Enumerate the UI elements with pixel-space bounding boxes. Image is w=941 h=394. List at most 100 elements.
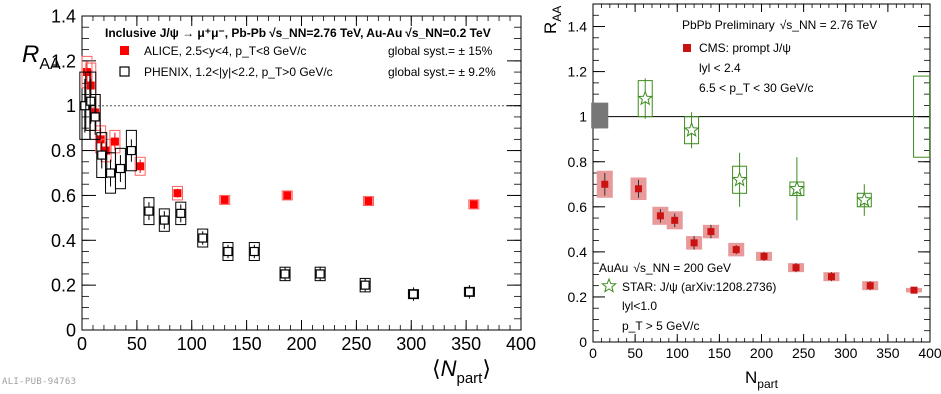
right-x-tick-label: 100 [666,345,690,361]
legend-phenix-label: PHENIX, 1.2<|y|<2.2, p_T>0 GeV/c [144,65,333,79]
right-y-tick-label: 0.4 [568,244,588,260]
left-y-tick-label: 0.8 [51,141,76,161]
right-y-axis-label: RAA [541,6,564,34]
right-y-tick-label: 1.2 [568,64,588,80]
right-ylabel-sub: AA [550,6,564,22]
right-data-point [690,239,698,247]
right-data-point [792,264,800,272]
left-syst-box [248,242,260,261]
left-syst-box [281,190,293,201]
right-y-tick-label: 1.4 [568,19,588,35]
right-x-axis-label: Npart [745,368,779,391]
left-data-point [144,206,154,216]
left-panel: 0 50 100 150 200 250 300 350 400 0 0.2 0.4 0.6 0.8 1 1.… [22,6,536,387]
left-data-point [105,168,116,178]
left-plot-frame [81,15,522,331]
left-syst-box [143,197,155,226]
left-syst-box [171,185,183,201]
left-y-tick-label: 1.4 [51,6,76,26]
legend-alice-label: ALICE, 2.5<y<4, p_T<8 GeV/c [144,44,306,58]
legend-star-marker [601,277,617,293]
legend-cms-label: CMS: prompt J/ψ [699,41,791,55]
left-data-point [464,287,475,297]
star-title: AuAu √s_NN = 200 GeV [599,261,731,275]
left-x-tick-label: 0 [77,334,87,354]
star-pt-range: p_T > 5 GeV/c [622,319,700,333]
left-data-point [364,197,373,206]
right-y-tick-label: 0.8 [568,154,588,170]
right-data-point [656,212,664,220]
left-data-point [110,137,119,146]
left-data-point [220,195,229,204]
legend-star-label: STAR: J/ψ (arXiv:1208.2736) [622,280,776,294]
footer-publication-id: ALI-PUB-94763 [2,377,77,387]
left-x-axis-label: ⟨Npart⟩ [432,356,491,387]
right-y-tick-label: 1 [579,109,587,125]
left-syst-box [468,199,480,210]
left-data-point [90,112,100,122]
left-data-point [315,269,325,279]
legend-alice-syst: global syst.= ± 15% [388,44,493,58]
right-global-syst-box [591,102,609,129]
right-data-point [760,252,768,260]
left-header: Inclusive J/ψ → μ⁺μ⁻, Pb-Pb √s_NN=2.76 Te… [105,26,491,40]
left-x-tick-label: 100 [177,334,207,354]
left-data-point [115,163,126,174]
left-syst-box [89,94,101,140]
left-data-point [159,215,169,225]
cms-title: PbPb Preliminary √s_NN = 2.76 TeV [682,18,877,32]
left-syst-box [85,71,97,131]
right-x-tick-label: 0 [589,345,597,361]
left-ylabel-sub: AA [39,56,61,73]
left-y-tick-label: 0.2 [51,276,76,296]
left-data-point [249,246,259,257]
right-y-tick-label: 0.2 [568,289,588,305]
right-data-point [707,228,715,236]
right-data-point [910,286,918,294]
left-y-tick-label: 1 [66,96,76,116]
left-header-pb-energy: √s_NN=2.76 TeV [269,26,361,40]
left-y-tick-label: 0 [66,320,76,340]
right-x-tick-label: 350 [876,345,900,361]
right-data-point [671,216,679,224]
left-x-tick-label: 50 [127,334,147,354]
right-data-point [637,90,654,106]
left-legend: ALICE, 2.5<y<4, p_T<8 GeV/c global syst.… [119,44,496,79]
left-data-point [223,246,233,257]
right-y-tick-label: 0.6 [568,199,588,215]
right-data-point [732,246,740,254]
left-syst-box [96,132,108,178]
right-data-point [683,121,700,137]
right-x-tick-label: 50 [627,345,643,361]
right-data-point [788,180,805,196]
left-syst-box [175,201,187,226]
right-data-point [634,185,642,193]
left-data-markers [79,55,480,301]
left-syst-box [125,129,137,172]
right-ylabel-main: R [541,22,560,34]
left-data-point [97,150,107,160]
right-panel: 0 50 100 150 200 250 300 350 400 0 0.2 0.4 0.6 0.8 1 1.… [541,3,941,391]
left-x-tick-label: 150 [232,334,262,354]
right-y-tick-label: 0 [579,334,587,350]
legend-cms-marker [683,44,691,52]
left-data-point [280,269,290,279]
right-x-tick-label: 300 [834,345,858,361]
left-x-tick-label: 300 [396,334,426,354]
left-data-point [469,200,478,209]
left-ylabel-main: R [22,41,39,68]
left-syst-box [362,196,374,207]
right-data-point [827,273,835,281]
right-x-tick-label: 150 [708,345,732,361]
legend-alice-marker [120,46,129,55]
left-x-tick-label: 350 [451,334,481,354]
left-x-tick-label: 400 [506,334,536,354]
left-syst-box [114,147,126,190]
right-axis-ticks: 0 50 100 150 200 250 300 350 400 0 0.2 0.4 0.6 0.8 1 1.… [568,3,941,361]
left-header-prefix: Inclusive J/ψ → μ⁺μ⁻, Pb-Pb [105,26,266,40]
left-data-point [136,162,145,171]
right-data-point [856,191,873,207]
left-data-point [360,280,370,290]
